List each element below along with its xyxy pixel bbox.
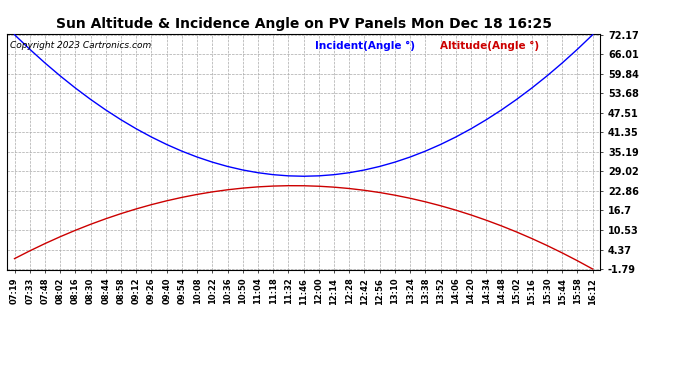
Title: Sun Altitude & Incidence Angle on PV Panels Mon Dec 18 16:25: Sun Altitude & Incidence Angle on PV Pan…	[56, 17, 551, 31]
Text: Altitude(Angle °): Altitude(Angle °)	[440, 41, 539, 51]
Text: Incident(Angle °): Incident(Angle °)	[315, 41, 415, 51]
Text: Copyright 2023 Cartronics.com: Copyright 2023 Cartronics.com	[10, 41, 151, 50]
